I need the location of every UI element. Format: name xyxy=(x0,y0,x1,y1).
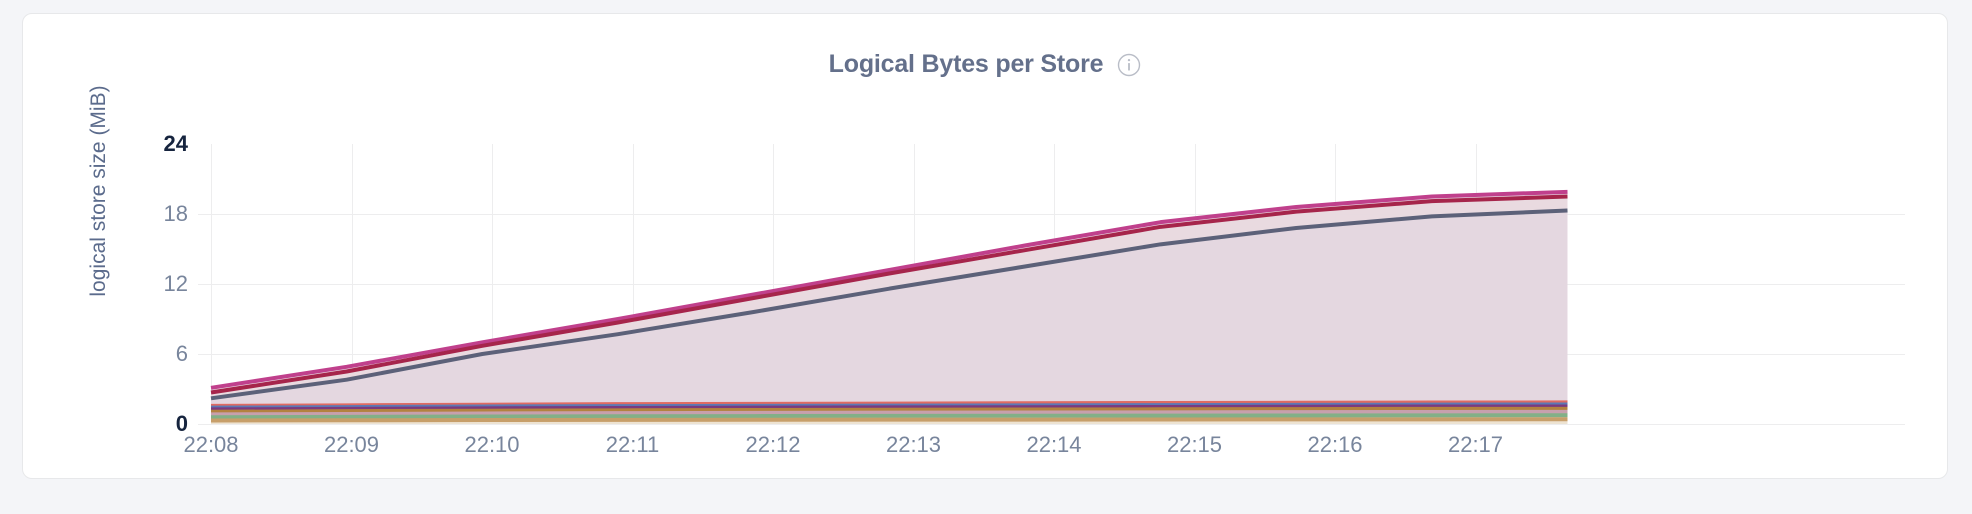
x-axis-tick-label: 22:11 xyxy=(605,432,660,457)
gridline-vertical xyxy=(492,144,493,424)
y-axis-ticks: 24 18 12 6 0 xyxy=(123,14,188,514)
x-axis-tick-label: 22:14 xyxy=(1026,432,1082,457)
x-axis-tick-label: 22:17 xyxy=(1447,432,1504,457)
y-axis-label: logical store size (MiB) xyxy=(87,85,110,297)
series-line xyxy=(210,409,1568,417)
info-circle-icon[interactable] xyxy=(1117,53,1141,77)
series-line xyxy=(210,413,1568,420)
gridline-vertical xyxy=(632,144,634,424)
x-axis-tick-label: 22:16 xyxy=(1307,432,1363,457)
plot-area xyxy=(198,144,1905,425)
x-axis-tick-label: 22:08 xyxy=(183,432,239,457)
x-axis-tick-label: 22:13 xyxy=(885,432,942,457)
series-line xyxy=(210,189,1568,390)
gridline-horizontal xyxy=(198,424,1905,425)
y-axis-tick-label: 24 xyxy=(163,131,188,156)
gridline-vertical xyxy=(351,144,353,424)
page-title: Logical Bytes per Store xyxy=(828,50,1104,78)
series-line xyxy=(210,406,1568,414)
chart-header: Logical Bytes per Store xyxy=(23,50,1947,79)
series-line xyxy=(210,417,1568,423)
series-line xyxy=(210,194,1568,395)
y-axis-tick-label: 18 xyxy=(163,201,188,226)
y-axis-tick-label: 6 xyxy=(175,341,188,366)
x-axis-tick-label: 22:10 xyxy=(464,432,520,457)
gridline-horizontal xyxy=(198,214,1905,215)
series-layer xyxy=(210,189,1568,424)
gridline-vertical xyxy=(773,144,774,424)
x-axis-tick-label: 22:09 xyxy=(323,432,380,457)
y-axis-tick-label: 12 xyxy=(163,271,188,296)
series-line xyxy=(210,208,1568,401)
chart-card: Logical Bytes per Store 24 18 12 6 0 logical… xyxy=(22,13,1948,479)
series-line xyxy=(210,404,1568,412)
x-axis-tick-label: 22:15 xyxy=(1166,432,1223,457)
series-area xyxy=(211,210,1568,424)
y-axis-tick-label: 0 xyxy=(175,411,188,436)
gridline-vertical xyxy=(211,144,212,424)
x-axis-tick-label: 22:12 xyxy=(745,432,801,457)
